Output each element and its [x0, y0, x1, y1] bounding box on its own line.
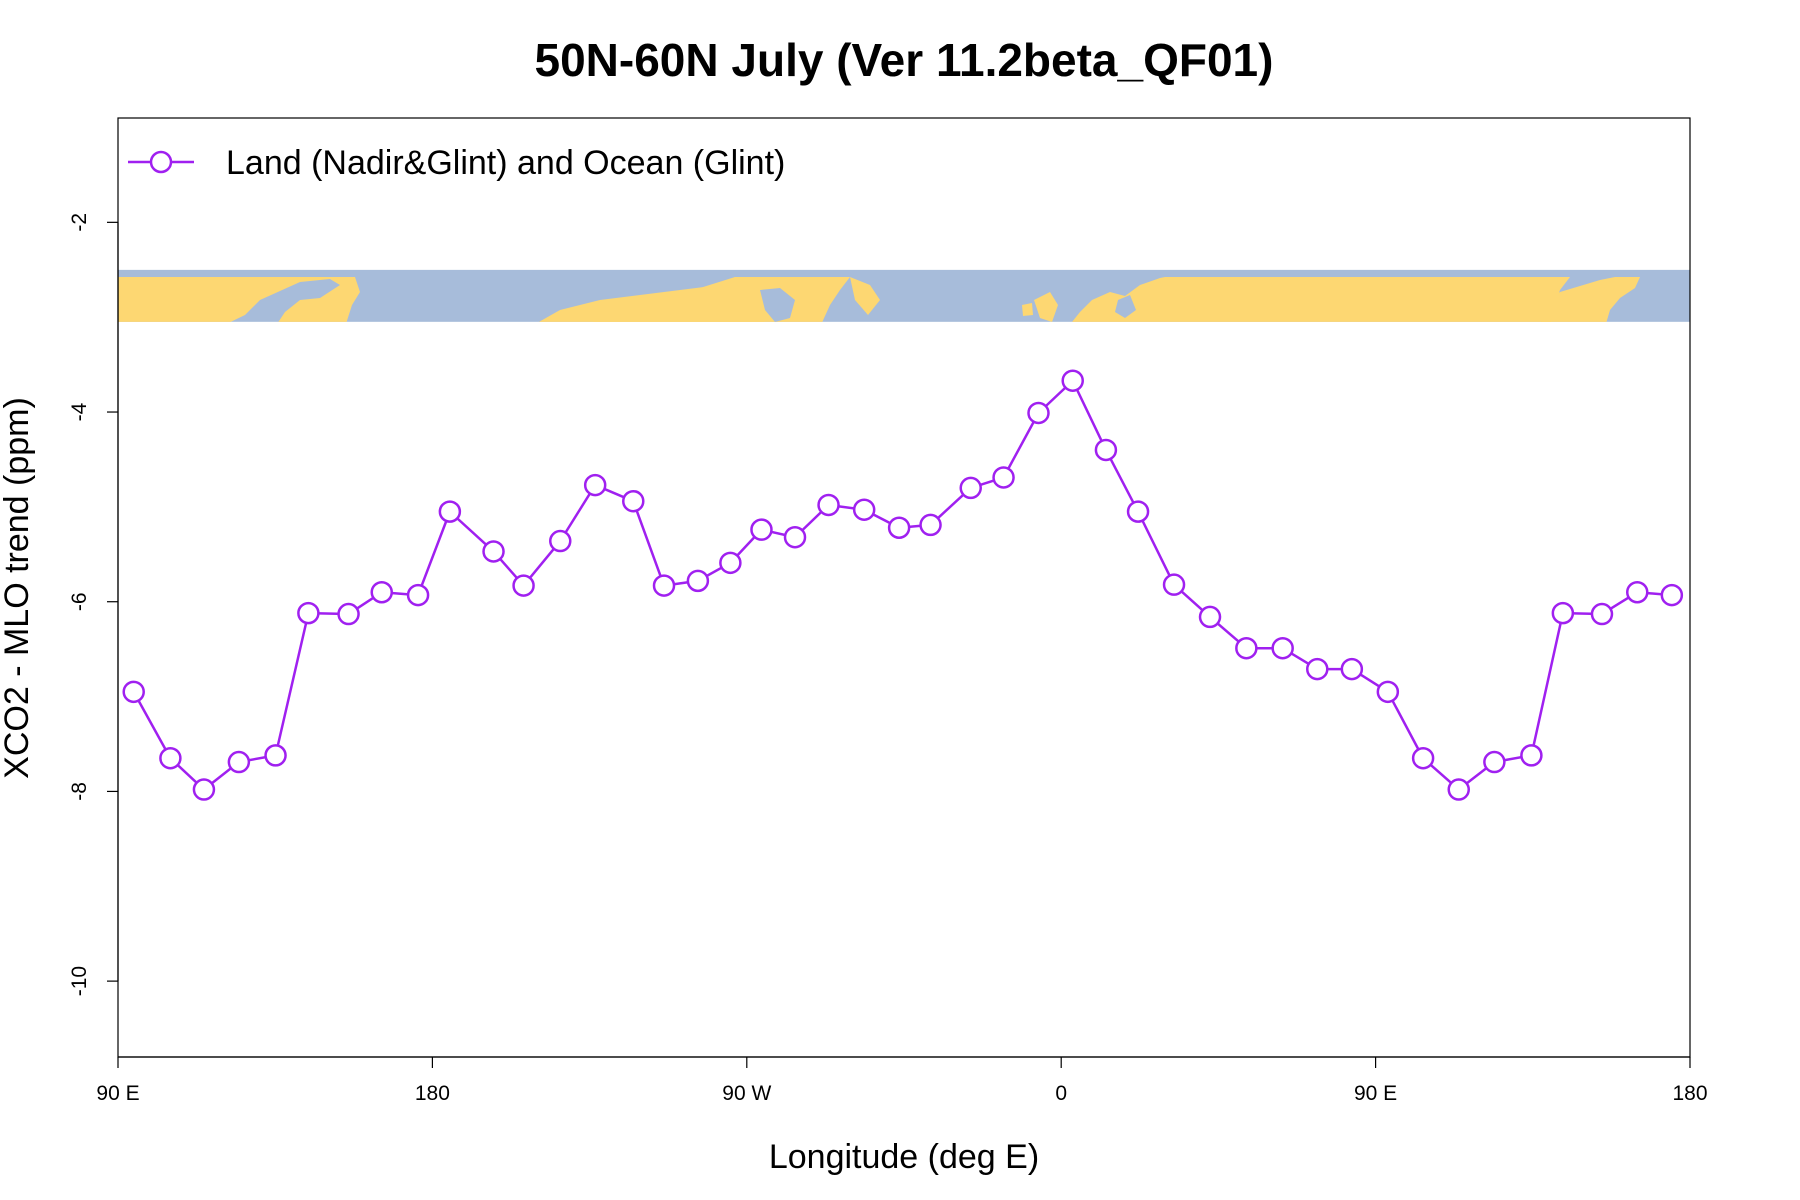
data-point — [438, 500, 462, 523]
data-point — [992, 466, 1015, 489]
data-point — [406, 583, 430, 607]
data-point — [1094, 438, 1118, 462]
data-point — [1198, 605, 1222, 629]
y-axis: -2 -4 -6 -8 -10 — [68, 213, 119, 996]
data-point — [1483, 750, 1506, 774]
x-tick-label: 90 E — [96, 1082, 139, 1105]
legend-point-marker — [149, 150, 173, 174]
data-point — [783, 525, 807, 549]
data-point — [959, 476, 982, 500]
x-tick-label: 90 E — [1354, 1082, 1397, 1105]
y-tick-label: -2 — [68, 213, 91, 232]
data-point — [686, 569, 710, 593]
data-point — [1061, 369, 1084, 392]
data-point — [1551, 601, 1575, 625]
map-land-eurasia-east — [118, 277, 360, 322]
data-point — [337, 602, 360, 626]
data-point — [1271, 636, 1294, 660]
data-point — [750, 518, 773, 541]
map-strip — [118, 269, 1690, 322]
data-point — [370, 580, 393, 604]
map-land-uk — [1034, 292, 1058, 322]
series-line — [132, 379, 1672, 791]
data-point — [887, 516, 911, 539]
data-point — [1520, 744, 1543, 767]
data-point — [852, 498, 876, 521]
map-land-ireland — [1022, 303, 1033, 316]
data-point — [719, 551, 742, 575]
data-point — [512, 574, 535, 597]
plot-frame — [117, 117, 1691, 1058]
chart-title: 50N-60N July (Ver 11.2beta_QF01) — [535, 34, 1274, 86]
data-point — [227, 750, 251, 774]
data-point — [297, 601, 320, 625]
data-point — [1376, 680, 1400, 704]
data-point — [919, 513, 942, 537]
data-point — [583, 473, 607, 497]
x-axis: 90 E 180 90 W 0 90 E 180 — [96, 1056, 1708, 1105]
y-tick-label: -8 — [68, 782, 91, 801]
data-point — [1340, 657, 1364, 681]
map-land-asia-east — [1541, 277, 1640, 322]
map-water-baltic — [1115, 295, 1136, 318]
data-point — [159, 746, 182, 770]
data-point — [122, 680, 145, 704]
data-point — [1447, 778, 1470, 801]
y-tick-label: -4 — [68, 402, 91, 421]
y-tick-label: -6 — [68, 592, 91, 611]
data-point — [1411, 746, 1435, 770]
y-tick-label: -10 — [68, 966, 91, 996]
data-point — [192, 778, 216, 801]
x-tick-label: 180 — [1672, 1082, 1707, 1105]
data-point — [1590, 602, 1614, 626]
data-point — [1660, 583, 1684, 607]
data-point — [1235, 636, 1258, 660]
data-point — [817, 493, 840, 517]
x-tick-label: 180 — [415, 1082, 450, 1105]
data-point — [1126, 500, 1150, 523]
data-point — [549, 529, 572, 553]
data-point — [1162, 573, 1186, 596]
data-point — [652, 574, 676, 597]
map-land-europe — [1072, 277, 1570, 322]
legend: Land (Nadir&Glint) and Ocean (Glint) — [128, 144, 785, 182]
legend-label: Land (Nadir&Glint) and Ocean (Glint) — [226, 144, 785, 182]
data-point — [482, 540, 505, 563]
map-land-labrador — [850, 277, 880, 315]
x-axis-label: Longitude (deg E) — [769, 1138, 1039, 1176]
map-water-hudson — [760, 288, 795, 322]
data-point — [1306, 657, 1329, 681]
y-axis-label: XCO2 - MLO trend (ppm) — [0, 397, 36, 779]
x-tick-label: 0 — [1055, 1082, 1067, 1105]
data-point — [622, 489, 645, 513]
series-layer — [122, 369, 1684, 801]
data-point — [264, 744, 287, 767]
x-tick-label: 90 W — [722, 1082, 771, 1105]
data-point — [1626, 580, 1649, 604]
data-point — [1027, 401, 1050, 425]
